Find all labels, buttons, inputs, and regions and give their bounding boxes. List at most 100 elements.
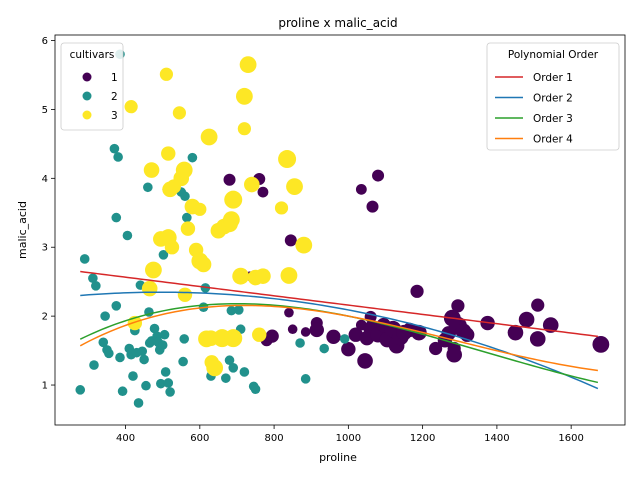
fit-lines-layer xyxy=(79,270,599,390)
point-cultivar-1 xyxy=(507,324,524,341)
point-cultivar-2 xyxy=(187,152,198,163)
legend-cultivars-title: cultivars xyxy=(70,49,115,61)
point-cultivar-1 xyxy=(223,173,236,186)
plot-area xyxy=(54,34,626,426)
point-cultivar-2 xyxy=(300,374,311,384)
point-cultivar-2 xyxy=(339,334,350,344)
point-cultivar-3 xyxy=(141,280,158,297)
legend-cultivar-label: 1 xyxy=(111,72,118,84)
legend-poly-label: Order 4 xyxy=(533,134,573,146)
legend-cultivar-marker xyxy=(82,91,92,101)
point-cultivar-1 xyxy=(446,346,462,363)
fit-line-order-1 xyxy=(80,270,598,338)
point-cultivar-2 xyxy=(163,378,174,388)
legend-poly-label: Order 3 xyxy=(533,113,573,125)
point-cultivar-3 xyxy=(278,150,297,169)
point-cultivar-1 xyxy=(355,183,367,195)
point-cultivar-2 xyxy=(234,305,244,315)
y-tick-label: 6 xyxy=(42,36,48,47)
point-cultivar-2 xyxy=(137,346,148,357)
point-cultivar-3 xyxy=(232,267,250,285)
point-cultivar-2 xyxy=(157,340,168,350)
point-cultivar-1 xyxy=(341,342,356,357)
point-cultivar-2 xyxy=(109,143,120,154)
point-cultivar-2 xyxy=(158,250,169,260)
point-cultivar-3 xyxy=(172,106,186,120)
y-tick-label: 5 xyxy=(42,105,48,116)
y-axis: 1 2 3 4 5 6 xyxy=(42,36,55,392)
points-layer xyxy=(75,49,610,408)
point-cultivar-3 xyxy=(286,178,303,195)
point-cultivar-1 xyxy=(366,200,379,213)
point-cultivar-3 xyxy=(143,162,160,178)
legend-poly-label: Order 1 xyxy=(533,72,573,84)
plot-frame xyxy=(54,34,626,426)
point-cultivar-3 xyxy=(252,327,267,342)
point-cultivar-3 xyxy=(280,267,298,284)
point-cultivar-2 xyxy=(165,387,175,397)
point-cultivar-2 xyxy=(149,323,160,334)
point-cultivar-1 xyxy=(372,169,385,182)
x-tick-label: 1200 xyxy=(410,433,435,444)
point-cultivar-3 xyxy=(164,240,180,255)
point-cultivar-2 xyxy=(239,367,250,377)
point-cultivar-3 xyxy=(177,287,193,302)
point-cultivar-3 xyxy=(175,161,193,179)
point-cultivar-2 xyxy=(113,152,123,162)
x-tick-label: 800 xyxy=(265,433,284,444)
point-cultivar-2 xyxy=(295,338,305,348)
legend-cultivars: cultivars 1 2 3 xyxy=(60,42,124,131)
point-cultivar-2 xyxy=(117,386,128,397)
point-cultivar-1 xyxy=(287,324,298,335)
point-cultivar-1 xyxy=(300,327,311,337)
point-cultivar-2 xyxy=(79,254,90,264)
point-cultivar-1 xyxy=(357,353,373,369)
point-cultivar-2 xyxy=(143,182,153,193)
point-cultivar-3 xyxy=(193,202,207,216)
point-cultivar-3 xyxy=(222,211,240,229)
point-cultivar-1 xyxy=(592,335,610,353)
legend-poly-box xyxy=(486,42,620,151)
point-cultivar-2 xyxy=(182,212,192,223)
point-cultivar-3 xyxy=(195,256,212,273)
point-cultivar-2 xyxy=(160,367,171,377)
point-cultivar-3 xyxy=(200,128,218,146)
chart-title: proline x malic_acid xyxy=(278,16,397,30)
point-cultivar-2 xyxy=(250,384,261,394)
y-axis-label: malic_acid xyxy=(16,201,29,259)
point-cultivar-1 xyxy=(518,311,535,328)
point-cultivar-1 xyxy=(284,307,294,318)
legend-poly-title: Polynomial Order xyxy=(508,49,599,61)
point-cultivar-1 xyxy=(348,327,363,342)
point-cultivar-3 xyxy=(224,329,243,348)
point-cultivar-2 xyxy=(139,354,149,365)
point-cultivar-3 xyxy=(274,201,289,215)
x-tick-label: 1600 xyxy=(558,433,583,444)
point-cultivar-3 xyxy=(237,122,251,136)
point-cultivar-2 xyxy=(91,281,101,291)
legend-cultivar-label: 2 xyxy=(111,91,118,103)
legend-poly-label: Order 2 xyxy=(533,93,573,105)
point-cultivar-2 xyxy=(159,329,170,340)
y-tick-label: 4 xyxy=(42,174,48,185)
x-tick-label: 1000 xyxy=(336,433,361,444)
point-cultivar-2 xyxy=(89,360,99,370)
point-cultivar-1 xyxy=(531,298,545,312)
point-cultivar-1 xyxy=(309,322,324,338)
point-cultivar-2 xyxy=(111,212,122,223)
point-cultivar-2 xyxy=(180,191,190,202)
point-cultivar-3 xyxy=(206,359,224,377)
point-cultivar-3 xyxy=(255,268,271,284)
point-cultivar-1 xyxy=(410,284,424,298)
y-tick-label: 2 xyxy=(42,312,48,323)
point-cultivar-2 xyxy=(104,348,114,359)
legend-cultivar-marker xyxy=(82,110,92,120)
legend-cultivar-label: 3 xyxy=(111,110,118,122)
point-cultivar-2 xyxy=(224,355,235,366)
point-cultivar-3 xyxy=(124,100,138,114)
point-cultivar-3 xyxy=(161,146,176,161)
point-cultivar-1 xyxy=(326,329,341,345)
point-cultivar-2 xyxy=(179,334,190,344)
point-cultivar-3 xyxy=(180,221,196,236)
